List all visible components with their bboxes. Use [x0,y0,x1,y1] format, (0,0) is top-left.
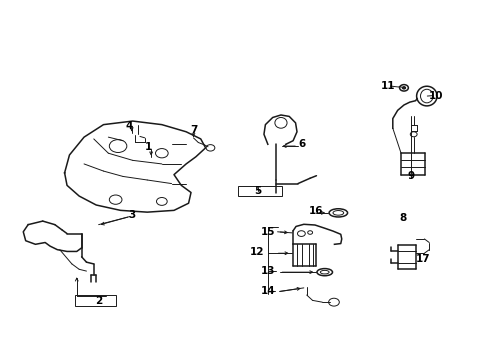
Text: 16: 16 [308,206,323,216]
Text: 11: 11 [380,81,394,91]
FancyBboxPatch shape [238,186,282,197]
Text: 10: 10 [428,91,443,101]
Text: 14: 14 [260,287,275,296]
Text: 17: 17 [415,253,429,264]
Text: 3: 3 [128,210,135,220]
Text: 1: 1 [144,142,152,152]
FancyBboxPatch shape [75,296,116,306]
Text: 9: 9 [407,171,414,181]
Circle shape [402,87,405,89]
Text: 15: 15 [260,227,275,237]
Text: 13: 13 [260,266,275,276]
Text: 7: 7 [189,125,197,135]
Text: 5: 5 [254,186,261,197]
Text: 8: 8 [398,212,406,222]
Text: 12: 12 [249,247,264,257]
Text: 2: 2 [95,296,102,306]
Text: 4: 4 [125,121,132,131]
Text: 6: 6 [298,139,305,149]
